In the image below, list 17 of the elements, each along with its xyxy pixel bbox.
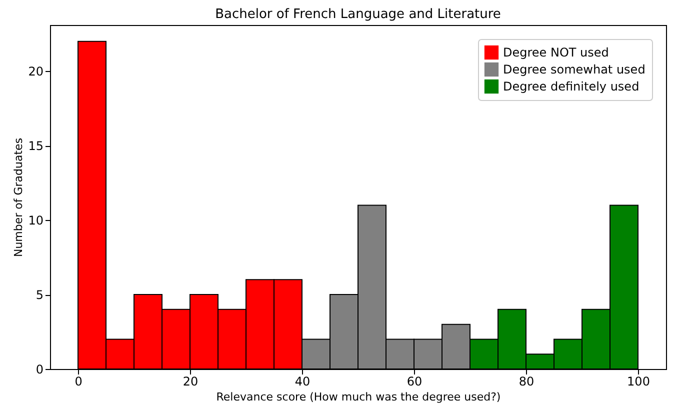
legend-label: Degree somewhat used: [503, 62, 646, 76]
x-axis-title: Relevance score (How much was the degree used?): [216, 390, 501, 404]
legend-label: Degree NOT used: [503, 46, 609, 60]
x-tick-label: 0: [74, 374, 82, 388]
y-tick-label: 15: [28, 139, 44, 154]
x-tick-label: 20: [182, 374, 198, 388]
y-tick-label: 5: [36, 288, 44, 302]
y-axis-title: Number of Graduates: [12, 138, 26, 258]
y-tick-label: 0: [36, 362, 44, 376]
x-tick-label: 60: [406, 374, 422, 388]
x-tick-label: 40: [294, 374, 310, 388]
chart-title: Bachelor of French Language and Literature: [215, 7, 501, 22]
x-tick-label: 100: [627, 374, 650, 388]
legend-label: Degree definitely used: [503, 80, 640, 94]
y-tick-label: 20: [28, 64, 44, 79]
x-tick-label: 80: [518, 374, 534, 388]
y-tick-label: 10: [28, 214, 44, 228]
